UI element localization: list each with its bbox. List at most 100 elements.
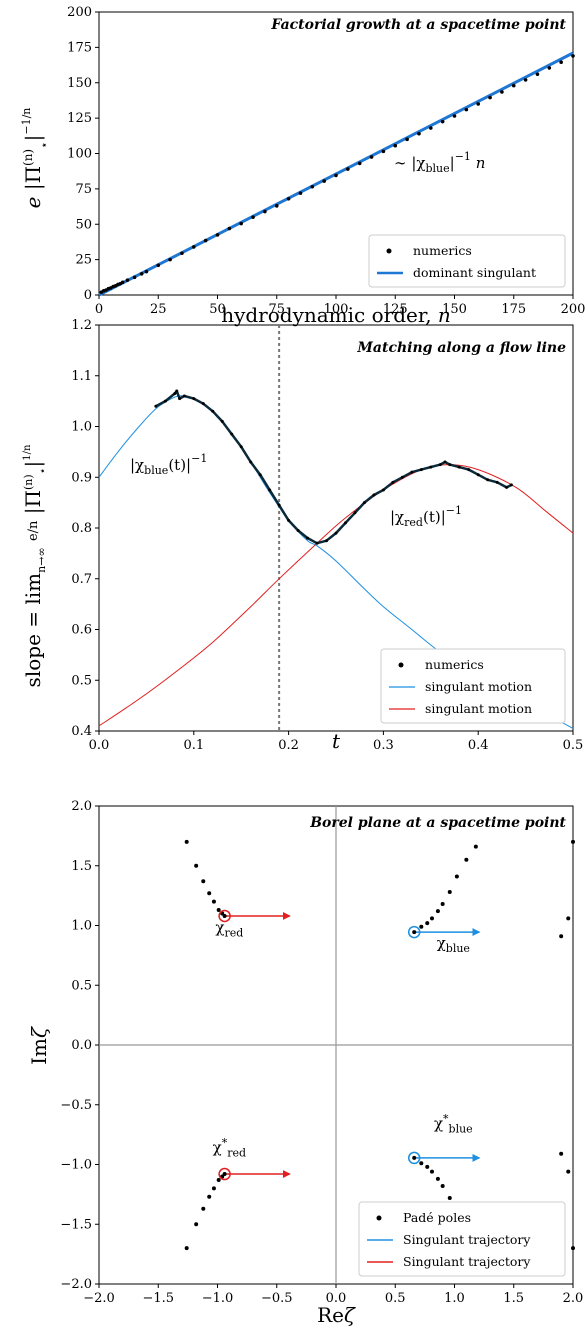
numerics-point: [239, 445, 243, 449]
numerics-point: [168, 257, 172, 262]
x-axis-label-matching: t: [332, 729, 341, 753]
numerics-point: [263, 209, 267, 214]
plot-frame: [98, 11, 574, 296]
svg-text:Imζ: Imζ: [27, 1026, 51, 1065]
numerics-point: [227, 226, 232, 231]
numerics-point: [201, 402, 205, 406]
y-tick-label: 1.0: [71, 919, 92, 934]
numerics-point: [559, 60, 563, 65]
singulant-marker: [407, 1151, 421, 1165]
y-tick-label: 0.5: [71, 673, 92, 688]
y-tick-label: 1.2: [71, 318, 92, 333]
pade-pole-point: [566, 916, 571, 921]
x-tick-label: 1.5: [503, 1291, 524, 1306]
numerics-point: [178, 397, 182, 401]
numerics-point: [310, 184, 315, 189]
y-tick-label: 1.5: [71, 859, 92, 874]
numerics-point: [175, 389, 179, 393]
pade-pole-point: [464, 857, 469, 862]
y-tick-label: 1.0: [71, 420, 92, 435]
numerics-point: [249, 460, 253, 464]
numerics-point: [156, 263, 161, 268]
numerics-point: [511, 83, 516, 88]
numerics-point: [144, 269, 149, 274]
legend-box: [358, 1201, 566, 1277]
legend-marker: [376, 1215, 382, 1221]
legend-label: numerics: [413, 243, 472, 258]
numerics-point: [353, 511, 357, 515]
legend-box: [380, 648, 566, 724]
numerics-point: [215, 233, 220, 237]
y-tick-label: 175: [67, 40, 92, 55]
numerics-point: [286, 196, 291, 201]
y-axis-label-matching: slope = limn→∞ e/n |Π(n)⋆|1/n: [21, 444, 49, 687]
numerics-point: [268, 488, 272, 492]
numerics-point: [417, 131, 421, 136]
x-tick-label: 0.3: [373, 738, 394, 753]
pade-pole-point: [429, 916, 434, 921]
pade-pole-point: [184, 839, 189, 844]
numerics-point: [322, 179, 326, 183]
numerics-point: [381, 149, 386, 154]
y-tick-label: −1.5: [60, 1217, 92, 1232]
pade-pole-point: [566, 1169, 571, 1174]
numerics-point: [476, 473, 480, 477]
legend-box: [368, 234, 566, 288]
pade-pole-point: [201, 1206, 206, 1211]
pade-pole-point: [194, 1222, 199, 1227]
numerics-point: [192, 397, 196, 401]
chart-title-matching: Matching along a flow line: [356, 340, 566, 356]
numerics-trend: [155, 389, 512, 545]
y-axis-label-factorial: e |Π(n)⋆|−1/n: [20, 108, 51, 209]
svg-text:e |Π(n)⋆|−1/n: e |Π(n)⋆|−1/n: [20, 108, 51, 209]
y-tick-label: 0.5: [71, 978, 92, 993]
pade-pole-point: [194, 863, 199, 868]
numerics-point: [440, 119, 445, 124]
pade-pole-point: [211, 1186, 216, 1191]
y-tick-label: 0.7: [71, 572, 92, 587]
pade-pole-point: [419, 1161, 424, 1166]
annotation-slope: ∼ |χblue|−1 n: [394, 150, 485, 175]
x-tick-label: 1.0: [444, 1291, 465, 1306]
y-tick-label: 0.4: [71, 724, 92, 739]
x-tick-label: 0.4: [468, 738, 489, 753]
singulant-center-point: [222, 1172, 227, 1177]
legend-marker: [386, 248, 392, 254]
annotation-chi-blue-inverse: |χblue(t)|−1: [130, 452, 207, 477]
numerics-point: [287, 518, 291, 522]
numerics-point: [438, 463, 442, 467]
x-tick-label: 0.5: [385, 1291, 406, 1306]
x-axis-label-factorial: hydrodynamic order, n: [221, 303, 451, 327]
numerics-point: [357, 161, 362, 166]
red-singulant-curve: [98, 464, 574, 727]
numerics-point: [306, 536, 310, 540]
numerics-point: [132, 275, 137, 280]
pade-pole-point: [435, 909, 440, 914]
y-axis-label-borel: Imζ: [27, 1026, 51, 1065]
numerics-point: [448, 463, 452, 467]
numerics-point: [343, 521, 347, 525]
numerics-point: [173, 392, 177, 396]
singulant-center-point: [222, 913, 227, 918]
x-tick-label: −1.5: [142, 1291, 174, 1306]
numerics-point: [298, 191, 303, 195]
numerics-point: [500, 90, 504, 94]
singulant-marker: [407, 925, 421, 939]
legend-marker: [398, 662, 404, 668]
legend-label: Singulant trajectory: [403, 1254, 531, 1269]
numerics-point: [154, 404, 158, 408]
numerics-point: [488, 95, 492, 100]
legend-label: numerics: [425, 657, 484, 672]
numerics-point: [391, 480, 395, 484]
panel-matching: 0.0 0.1 0.2 0.3 0.4 0.5 0.4 0.5 0.6 0.7 0.8 0.9 1.0 1…: [71, 318, 583, 753]
pade-pole-point: [454, 874, 459, 879]
y-tick-label: 0.6: [71, 623, 92, 638]
numerics-point: [139, 271, 144, 276]
label-chi-blue: χblue: [437, 934, 470, 955]
chart-title-borel: Borel plane at a spacetime point: [309, 815, 566, 831]
numerics-point: [315, 541, 319, 545]
numerics-point: [535, 72, 540, 77]
svg-text:slope = limn→∞ e/n |Π(n)⋆|1/n: slope = limn→∞ e/n |Π(n)⋆|1/n: [21, 444, 49, 687]
y-tick-label: 1.1: [71, 369, 92, 384]
x-tick-label: 0.1: [183, 738, 204, 753]
